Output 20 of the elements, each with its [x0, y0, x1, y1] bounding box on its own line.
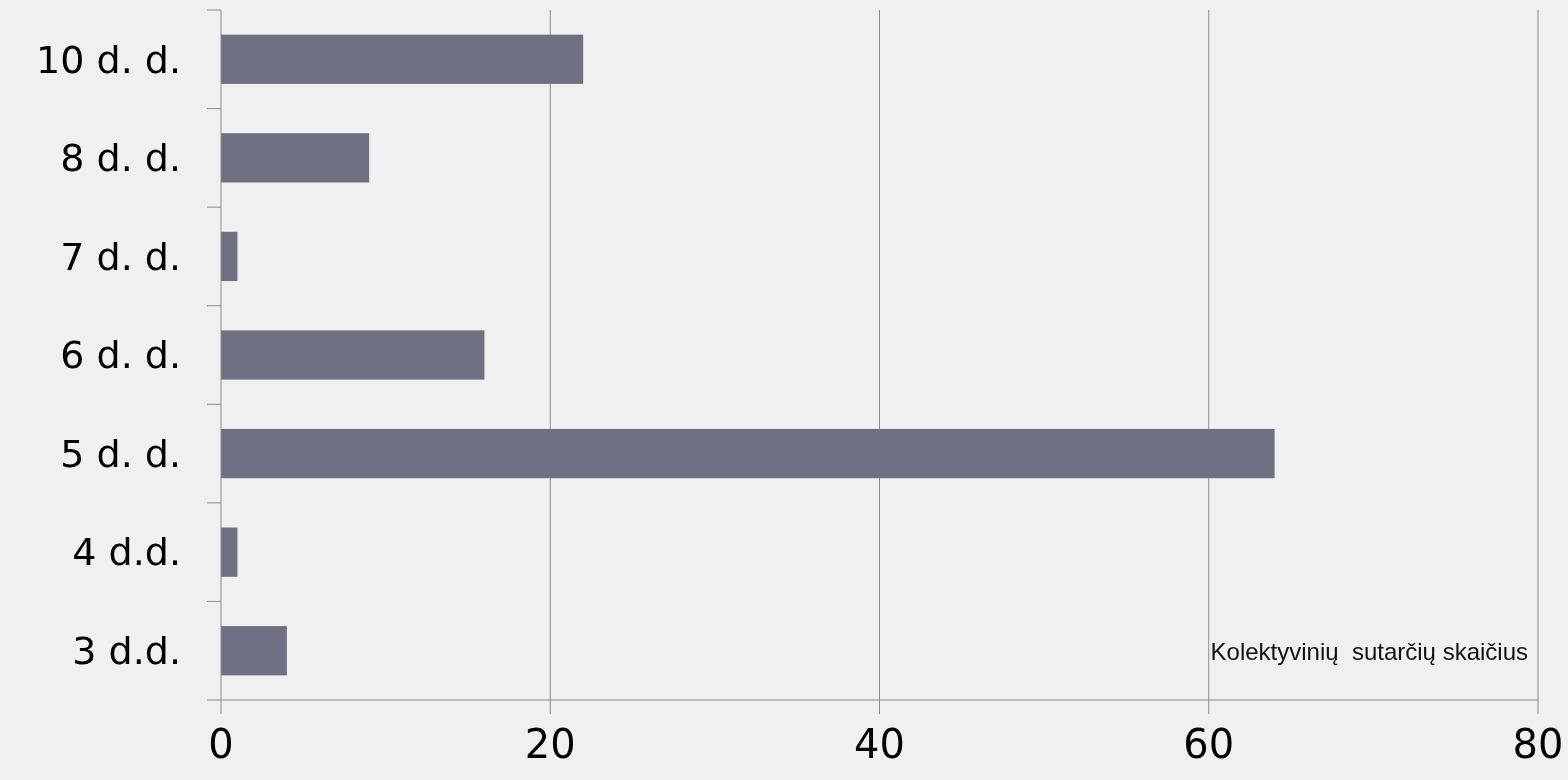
bar: [221, 133, 370, 183]
y-tick-label: 5 d. d.: [60, 431, 181, 476]
bar: [221, 330, 485, 380]
y-tick-label: 4 d.d.: [72, 530, 181, 575]
bar: [221, 231, 238, 282]
annotation: Kolektyvinių sutarčių skaičius: [1210, 638, 1528, 665]
bar: [221, 626, 287, 676]
bar: [221, 428, 1275, 479]
y-tick-label: 10 d. d.: [36, 37, 181, 82]
y-tick-label: 8 d. d.: [60, 136, 181, 181]
x-tick-label: 20: [524, 721, 576, 767]
x-tick-label: 40: [854, 721, 905, 767]
bar: [221, 527, 238, 577]
x-tick-label: 0: [208, 721, 234, 767]
x-tick-label: 80: [1512, 721, 1564, 767]
y-tick-label: 7 d. d.: [60, 234, 181, 279]
x-tick-label: 60: [1183, 721, 1235, 767]
y-tick-label: 3 d.d.: [72, 629, 181, 674]
bar: [221, 34, 584, 84]
y-tick-label: 6 d. d.: [60, 333, 181, 378]
